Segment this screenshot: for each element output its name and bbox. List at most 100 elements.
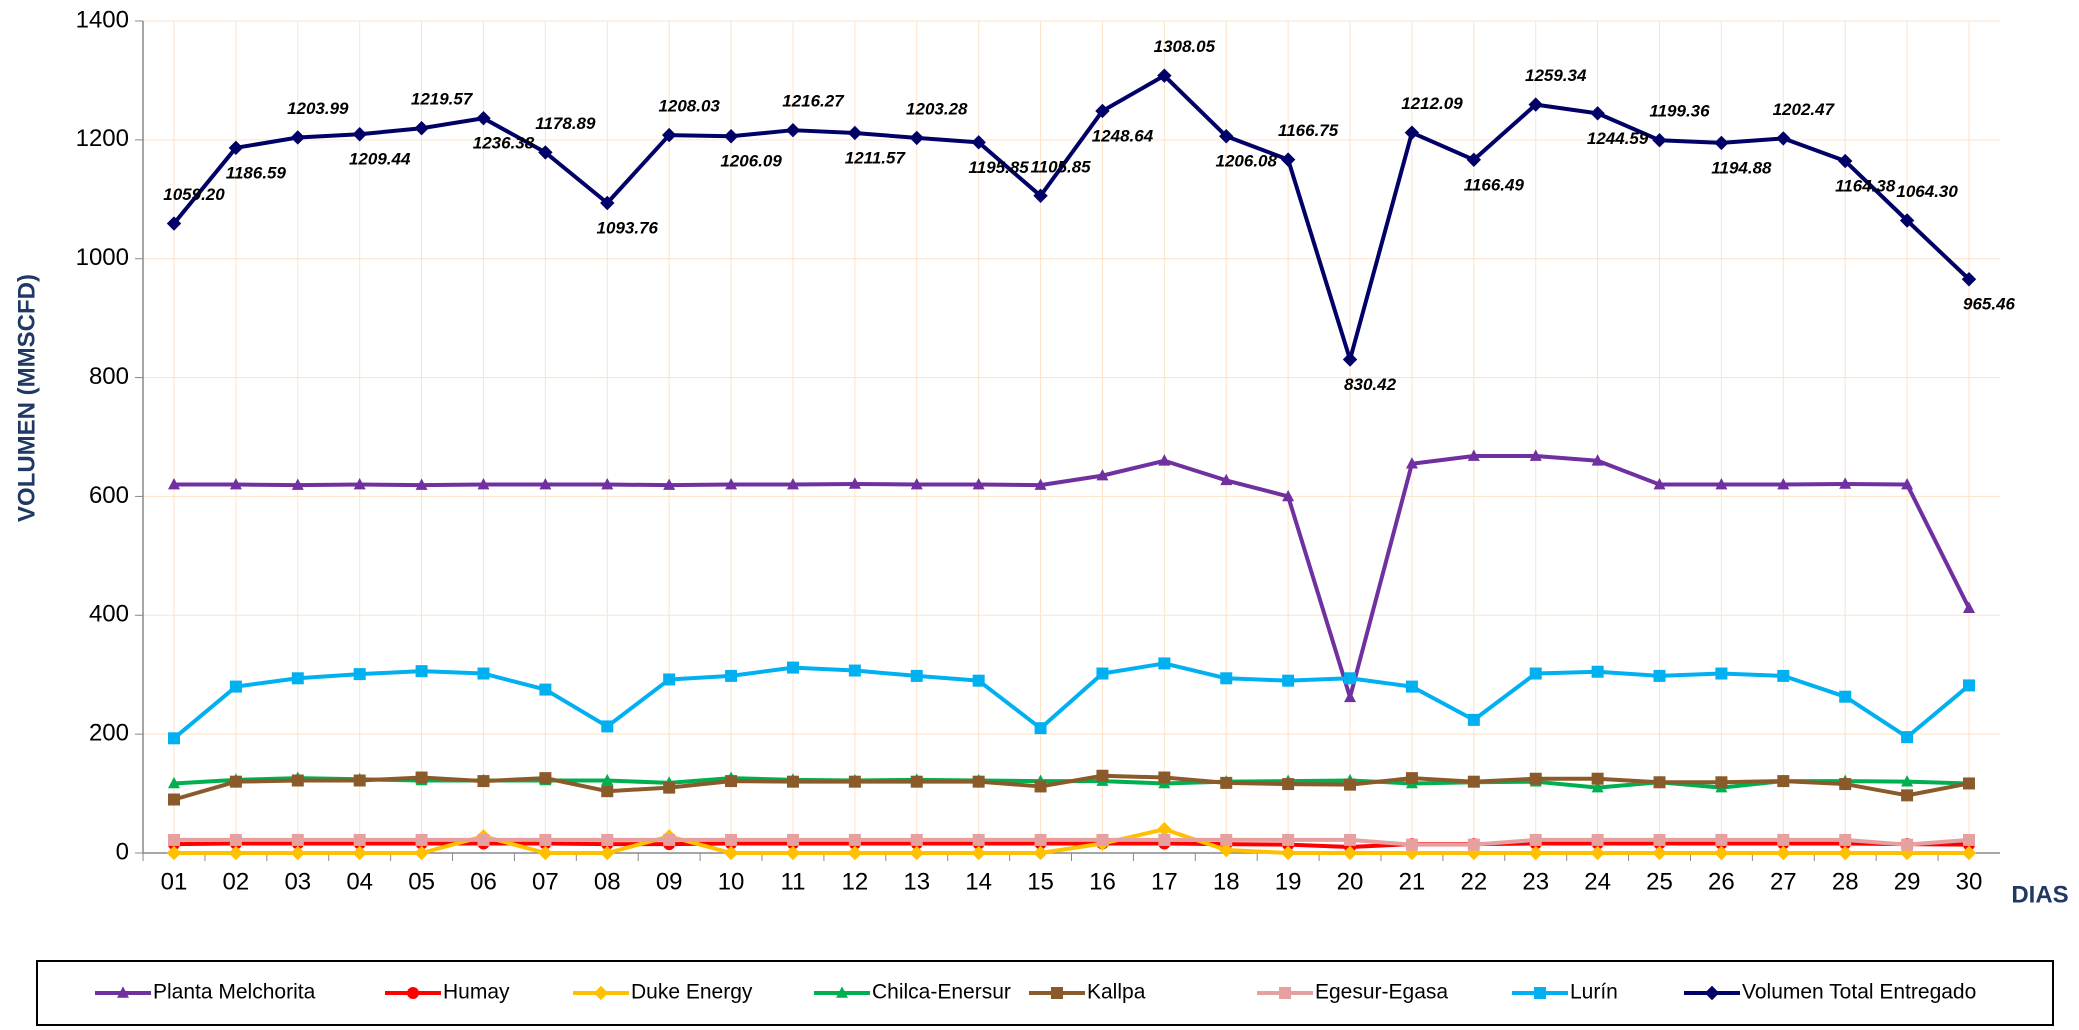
marker — [538, 145, 553, 160]
x-tick-label: 06 — [470, 868, 497, 895]
marker — [415, 478, 428, 490]
x-tick-label: 07 — [532, 868, 559, 895]
marker — [1051, 987, 1063, 999]
marker — [972, 775, 985, 788]
y-tick-label: 800 — [89, 363, 129, 390]
y-tick-label: 1000 — [76, 244, 129, 271]
data-label: 1206.08 — [1216, 152, 1278, 171]
marker — [601, 785, 614, 798]
marker — [663, 673, 676, 686]
marker — [725, 477, 738, 490]
marker — [1652, 133, 1667, 148]
data-label: 1166.49 — [1464, 175, 1525, 194]
data-label: 1195.85 — [969, 158, 1030, 177]
marker — [1839, 833, 1852, 846]
data-label: 1216.27 — [782, 92, 845, 111]
marker — [291, 833, 304, 846]
marker — [661, 127, 677, 143]
marker — [291, 478, 304, 490]
marker — [910, 477, 923, 490]
marker — [229, 833, 242, 846]
marker — [786, 833, 799, 846]
marker — [601, 720, 614, 733]
marker — [1777, 669, 1790, 682]
data-label: 965.46 — [1963, 295, 2016, 314]
marker — [117, 986, 129, 998]
marker — [1342, 352, 1358, 367]
x-tick-label: 17 — [1151, 868, 1178, 895]
marker — [1344, 672, 1357, 685]
data-label: 1208.03 — [658, 97, 720, 116]
y-tick-label: 400 — [89, 601, 129, 628]
x-tick-label: 25 — [1646, 868, 1673, 895]
marker — [1777, 775, 1790, 788]
marker — [353, 774, 366, 787]
marker — [168, 732, 180, 745]
x-tick-label: 11 — [781, 868, 806, 895]
x-tick-label: 21 — [1399, 868, 1426, 895]
marker — [785, 845, 801, 861]
marker — [1901, 838, 1914, 851]
data-label: 1244.59 — [1587, 129, 1649, 148]
marker — [1219, 129, 1234, 144]
x-tick-label: 22 — [1460, 868, 1487, 895]
series-line — [174, 454, 1971, 700]
x-tick-label: 18 — [1213, 868, 1240, 895]
marker — [353, 668, 366, 681]
marker — [601, 833, 614, 846]
legend-label: Humay — [443, 981, 510, 1004]
marker — [1839, 690, 1852, 703]
marker — [477, 833, 490, 846]
data-label: 1308.05 — [1154, 37, 1216, 56]
marker — [1342, 845, 1358, 861]
marker — [1704, 985, 1720, 1001]
marker — [910, 833, 923, 846]
marker — [1715, 667, 1728, 680]
marker — [663, 781, 676, 794]
marker — [1715, 833, 1728, 846]
marker — [1034, 833, 1047, 846]
marker — [1282, 778, 1295, 791]
marker — [971, 845, 986, 861]
marker — [1467, 713, 1480, 726]
data-label: 1202.47 — [1773, 100, 1836, 119]
x-tick-label: 04 — [346, 868, 373, 895]
x-tick-label: 05 — [408, 868, 435, 895]
marker — [1096, 469, 1109, 481]
marker — [291, 672, 304, 685]
marker — [725, 669, 738, 682]
marker — [1034, 478, 1047, 490]
marker — [847, 845, 863, 861]
y-tick-label: 0 — [116, 838, 129, 865]
marker — [1963, 601, 1975, 613]
marker — [1157, 68, 1172, 83]
marker — [1466, 152, 1482, 167]
marker — [972, 674, 985, 687]
marker — [848, 775, 861, 788]
series-line — [174, 837, 1970, 847]
marker — [909, 845, 924, 861]
x-tick-label: 28 — [1832, 868, 1859, 895]
marker — [290, 130, 305, 145]
series-line — [173, 841, 1970, 850]
marker — [725, 833, 738, 846]
marker — [228, 845, 244, 861]
marker — [1591, 781, 1604, 793]
marker — [1529, 772, 1542, 785]
marker — [836, 986, 848, 998]
x-tick-label: 01 — [161, 868, 188, 895]
marker — [1467, 449, 1480, 461]
marker — [1158, 771, 1171, 784]
data-label: 1064.30 — [1896, 182, 1958, 201]
marker — [1405, 457, 1418, 469]
marker — [1529, 667, 1542, 680]
marker — [229, 680, 242, 693]
marker — [1529, 449, 1542, 461]
marker — [1405, 838, 1418, 851]
marker — [601, 477, 614, 490]
marker — [1901, 775, 1914, 787]
marker — [971, 135, 986, 150]
marker — [477, 477, 490, 490]
marker — [1838, 153, 1853, 169]
marker — [972, 477, 985, 490]
